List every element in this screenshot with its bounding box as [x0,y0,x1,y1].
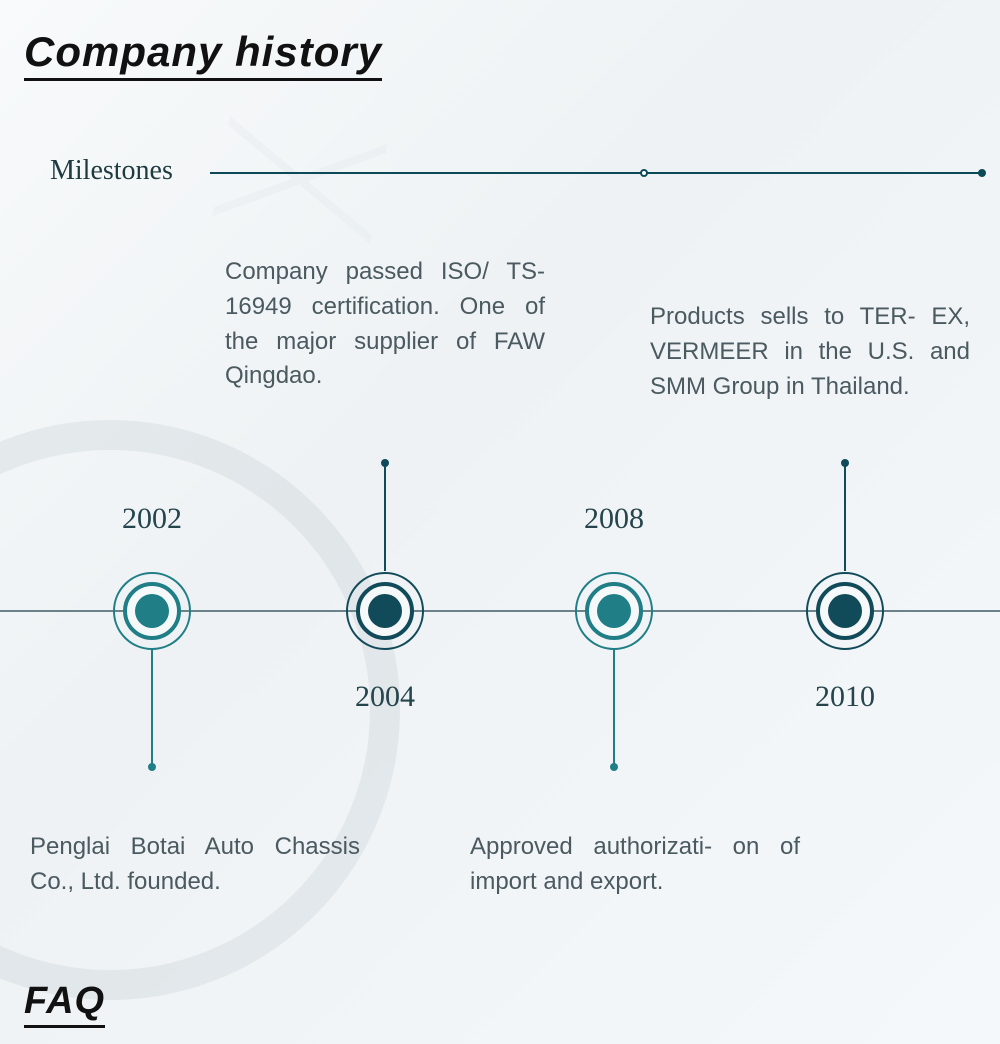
timeline-year-2010: 2010 [815,680,875,714]
timeline-stem-2008 [613,649,615,767]
timeline-node-2004 [346,572,424,650]
timeline-desc-2004: Company passed ISO/ TS-16949 certificati… [225,255,545,394]
timeline-node-2010 [806,572,884,650]
heading-company-history: Company history [24,28,382,81]
timeline-node-2008 [575,572,653,650]
subheading-milestones: Milestones [50,155,173,187]
timeline-year-2008: 2008 [584,502,644,536]
timeline-desc-2010: Products sells to TER- EX, VERMEER in th… [650,300,970,404]
timeline-stem-2002 [151,649,153,767]
timeline-node-2002 [113,572,191,650]
timeline-stem-2010 [844,463,846,571]
timeline-year-2002: 2002 [122,502,182,536]
divider-dot [640,169,648,177]
timeline-desc-2002: Penglai Botai Auto Chassis Co., Ltd. fou… [30,830,360,900]
divider-dot-end [978,169,986,177]
subheading-divider [210,172,980,174]
timeline-desc-2008: Approved authorizati- on of import and e… [470,830,800,900]
timeline-stem-2004 [384,463,386,571]
timeline-year-2004: 2004 [355,680,415,714]
heading-faq: FAQ [24,980,105,1028]
